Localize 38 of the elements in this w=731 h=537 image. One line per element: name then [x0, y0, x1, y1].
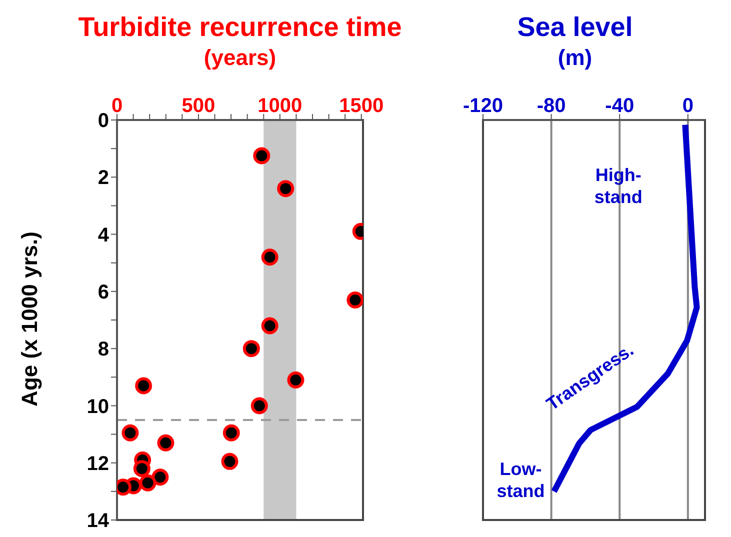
point [139, 474, 156, 492]
point [250, 397, 268, 414]
point [261, 317, 278, 334]
y-tick-label: 4 [98, 224, 110, 246]
point [133, 460, 150, 478]
point [135, 377, 152, 394]
x-tick-label: -120 [462, 95, 504, 117]
annotation: Low- stand [496, 458, 546, 502]
x-tick-label: 0 [682, 95, 694, 117]
annotation: High- stand [593, 164, 644, 208]
x-tick-label: 500 [182, 95, 216, 117]
y-tick-label: 12 [86, 452, 109, 475]
point [152, 468, 169, 486]
y-tick-label: 0 [98, 110, 109, 132]
point [157, 434, 174, 452]
y-axis-title: Age (x 1000 yrs.) [17, 230, 43, 408]
x-tick-label: -80 [536, 95, 566, 117]
y-tick-label: 14 [86, 510, 110, 532]
chart-title: Turbidite recurrence time [77, 12, 403, 43]
point [261, 248, 278, 266]
point [221, 452, 238, 470]
x-tick-label: 1000 [258, 95, 302, 117]
x-tick-label: -40 [605, 95, 634, 117]
point [253, 147, 270, 164]
chart-subtitle: (years) [202, 45, 278, 71]
y-tick-label: 2 [98, 167, 109, 190]
point [122, 424, 139, 442]
point [222, 424, 240, 442]
y-tick-label: 8 [98, 338, 109, 361]
y-tick-label: 10 [86, 396, 109, 418]
point [277, 180, 294, 198]
chart-title: Sea level [517, 12, 633, 42]
x-tick-label: 1500 [339, 95, 384, 117]
point [287, 372, 304, 388]
point [242, 340, 260, 358]
point [346, 292, 363, 308]
y-tick-label: 6 [98, 282, 109, 304]
chart-subtitle: (m) [556, 45, 594, 71]
